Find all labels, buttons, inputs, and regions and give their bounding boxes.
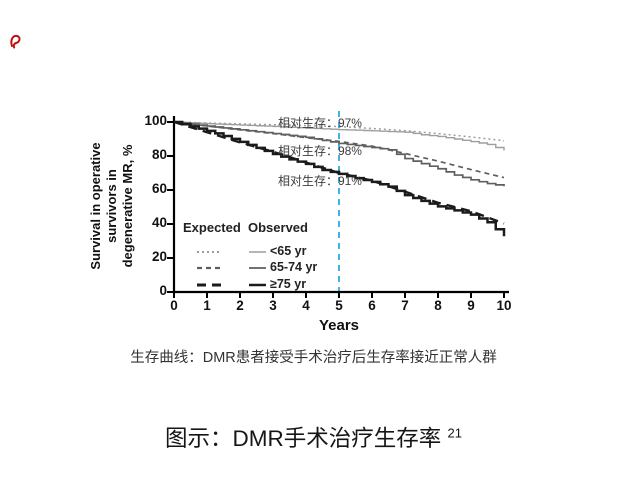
legend-label: ≥75 yr xyxy=(270,277,307,291)
x-axis-label: Years xyxy=(318,317,360,334)
legend-row: ≥75 yr xyxy=(183,277,333,293)
y-tick-label: 100 xyxy=(144,113,167,128)
observed-line-sample xyxy=(249,267,266,269)
observed-line-sample xyxy=(249,251,266,253)
x-tick-label: 10 xyxy=(496,298,512,313)
figure-caption: 生存曲线：DMR患者接受手术治疗后生存率接近正常人群 xyxy=(130,350,497,366)
observed-curve-<65 yr xyxy=(174,121,505,151)
legend-label: 65-74 yr xyxy=(270,260,318,274)
observed-curve-≥75 yr xyxy=(174,120,506,237)
x-tick-label: 7 xyxy=(401,298,409,313)
y-axis-title-line1: Survival in operative xyxy=(88,142,103,270)
relative-survival-annotation: 相对生存：97% xyxy=(277,116,362,130)
y-tick-label: 60 xyxy=(151,181,167,196)
expected-line-sample xyxy=(197,250,221,254)
legend-header-expected: Expected xyxy=(183,220,241,235)
observed-line-sample xyxy=(249,283,266,287)
x-tick-label: 8 xyxy=(434,298,442,313)
x-tick-label: 2 xyxy=(236,298,244,313)
x-tick-label: 6 xyxy=(368,298,376,313)
x-tick-label: 0 xyxy=(170,298,178,313)
x-tick-label: 5 xyxy=(335,298,343,313)
expected-line-sample xyxy=(197,266,221,270)
relative-survival-annotation: 相对生存：98% xyxy=(277,144,362,159)
legend-label: <65 yr xyxy=(270,244,307,258)
page-title-superscript: 21 xyxy=(447,425,462,441)
legend: Expected Observed <65 yr 65-74 yr ≥75 yr xyxy=(183,220,333,298)
y-tick-label: 80 xyxy=(151,147,167,162)
relative-survival-annotation: 相对生存：91% xyxy=(277,173,362,188)
observed-curve-65-74 yr xyxy=(174,121,505,187)
x-tick-label: 9 xyxy=(467,298,475,313)
legend-row: <65 yr xyxy=(183,244,333,260)
y-axis-title-line2: survivors in xyxy=(104,169,119,243)
legend-row: 65-74 yr xyxy=(183,260,333,276)
y-axis-title: Survival in operative survivors in degen… xyxy=(88,111,138,301)
expected-curve-<65 yr xyxy=(173,121,505,142)
y-axis-title-line3: degenerative MR, % xyxy=(120,144,135,268)
x-tick-label: 1 xyxy=(203,298,211,313)
red-scribble-mark xyxy=(10,34,21,49)
y-tick-label: 40 xyxy=(151,215,167,230)
x-tick-label: 3 xyxy=(269,298,277,313)
chart-plot-area xyxy=(167,111,509,298)
y-tick-label: 20 xyxy=(151,249,167,264)
x-tick-label: 4 xyxy=(302,298,310,313)
page-title-text: 图示：DMR手术治疗生存率 xyxy=(165,426,448,451)
y-tick-label: 0 xyxy=(159,283,167,298)
page-title: 图示：DMR手术治疗生存率 21 xyxy=(0,421,627,453)
expected-line-sample xyxy=(197,283,221,287)
legend-header-observed: Observed xyxy=(248,220,308,235)
